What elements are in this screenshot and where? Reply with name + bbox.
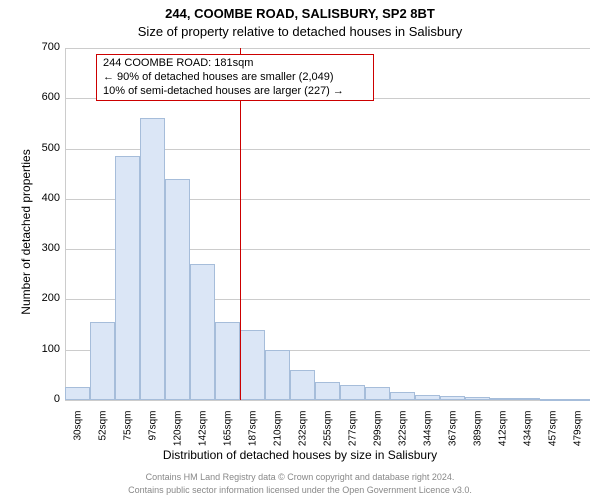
footer-line-1: Contains HM Land Registry data © Crown c… bbox=[0, 472, 600, 482]
y-tick-label: 100 bbox=[30, 343, 60, 355]
y-tick-label: 200 bbox=[30, 292, 60, 304]
histogram-bar bbox=[315, 382, 340, 400]
histogram-bar bbox=[240, 330, 265, 400]
y-axis-line bbox=[65, 48, 66, 400]
gridline-h bbox=[65, 48, 590, 49]
x-tick-label: 255sqm bbox=[322, 411, 333, 459]
histogram-bar bbox=[490, 398, 515, 400]
histogram-bar bbox=[515, 398, 540, 400]
y-tick-label: 0 bbox=[30, 393, 60, 405]
x-tick-label: 120sqm bbox=[172, 411, 183, 459]
x-tick-label: 30sqm bbox=[72, 411, 83, 459]
x-tick-label: 412sqm bbox=[497, 411, 508, 459]
x-tick-label: 75sqm bbox=[122, 411, 133, 459]
chart-main-title: 244, COOMBE ROAD, SALISBURY, SP2 8BT bbox=[0, 6, 600, 21]
annotation-box: 244 COOMBE ROAD: 181sqm← 90% of detached… bbox=[96, 54, 374, 101]
histogram-bar bbox=[165, 179, 190, 400]
x-tick-label: 434sqm bbox=[522, 411, 533, 459]
y-tick-label: 600 bbox=[30, 91, 60, 103]
x-tick-label: 457sqm bbox=[547, 411, 558, 459]
x-tick-label: 210sqm bbox=[272, 411, 283, 459]
x-tick-label: 232sqm bbox=[297, 411, 308, 459]
histogram-bar bbox=[390, 392, 415, 400]
x-tick-label: 52sqm bbox=[97, 411, 108, 459]
x-tick-label: 479sqm bbox=[572, 411, 583, 459]
y-tick-label: 400 bbox=[30, 192, 60, 204]
x-tick-label: 142sqm bbox=[197, 411, 208, 459]
histogram-bar bbox=[465, 397, 490, 400]
annotation-line: 244 COOMBE ROAD: 181sqm bbox=[103, 57, 367, 71]
x-tick-label: 187sqm bbox=[247, 411, 258, 459]
histogram-bar bbox=[140, 118, 165, 400]
annotation-line: 10% of semi-detached houses are larger (… bbox=[103, 85, 367, 99]
histogram-bar bbox=[365, 387, 390, 400]
x-tick-label: 299sqm bbox=[372, 411, 383, 459]
y-tick-label: 300 bbox=[30, 242, 60, 254]
x-tick-label: 322sqm bbox=[397, 411, 408, 459]
histogram-bar bbox=[440, 396, 465, 400]
histogram-bar bbox=[415, 395, 440, 400]
y-tick-label: 500 bbox=[30, 142, 60, 154]
x-tick-label: 389sqm bbox=[472, 411, 483, 459]
histogram-bar bbox=[265, 350, 290, 400]
chart-stage: 244, COOMBE ROAD, SALISBURY, SP2 8BT Siz… bbox=[0, 0, 600, 500]
footer-line-2: Contains public sector information licen… bbox=[0, 485, 600, 495]
histogram-bar bbox=[290, 370, 315, 400]
histogram-bar bbox=[215, 322, 240, 400]
chart-sub-title: Size of property relative to detached ho… bbox=[0, 24, 600, 39]
gridline-h bbox=[65, 400, 590, 401]
histogram-bar bbox=[90, 322, 115, 400]
y-tick-label: 700 bbox=[30, 41, 60, 53]
histogram-bar bbox=[65, 387, 90, 400]
x-tick-label: 277sqm bbox=[347, 411, 358, 459]
histogram-bar bbox=[115, 156, 140, 400]
x-tick-label: 367sqm bbox=[447, 411, 458, 459]
x-tick-label: 165sqm bbox=[222, 411, 233, 459]
x-tick-label: 97sqm bbox=[147, 411, 158, 459]
histogram-bar bbox=[540, 399, 565, 401]
annotation-line: ← 90% of detached houses are smaller (2,… bbox=[103, 71, 367, 85]
x-tick-label: 344sqm bbox=[422, 411, 433, 459]
histogram-bar bbox=[190, 264, 215, 400]
histogram-bar bbox=[340, 385, 365, 400]
histogram-bar bbox=[565, 399, 590, 401]
